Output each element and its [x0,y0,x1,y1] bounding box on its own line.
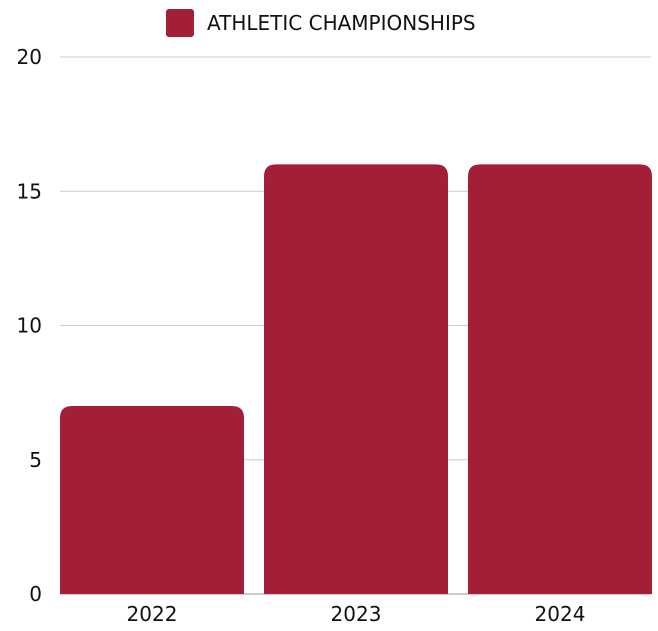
bar-2024 [468,164,652,594]
y-tick-label: 0 [29,582,42,606]
y-tick-label: 20 [17,45,42,69]
bar-2023 [264,164,448,594]
y-axis-ticks: 0 5 10 15 20 [17,45,42,606]
y-tick-label: 15 [17,179,42,203]
x-axis-ticks: 2022 2023 2024 [127,602,586,626]
legend-swatch [166,9,194,37]
bar-2022 [60,406,244,594]
x-tick-label: 2022 [127,602,178,626]
y-tick-label: 5 [29,448,42,472]
legend: ATHLETIC CHAMPIONSHIPS [166,9,476,37]
bars [60,164,652,594]
x-tick-label: 2024 [535,602,586,626]
y-tick-label: 10 [17,314,42,338]
x-tick-label: 2023 [331,602,382,626]
legend-label: ATHLETIC CHAMPIONSHIPS [207,11,476,35]
